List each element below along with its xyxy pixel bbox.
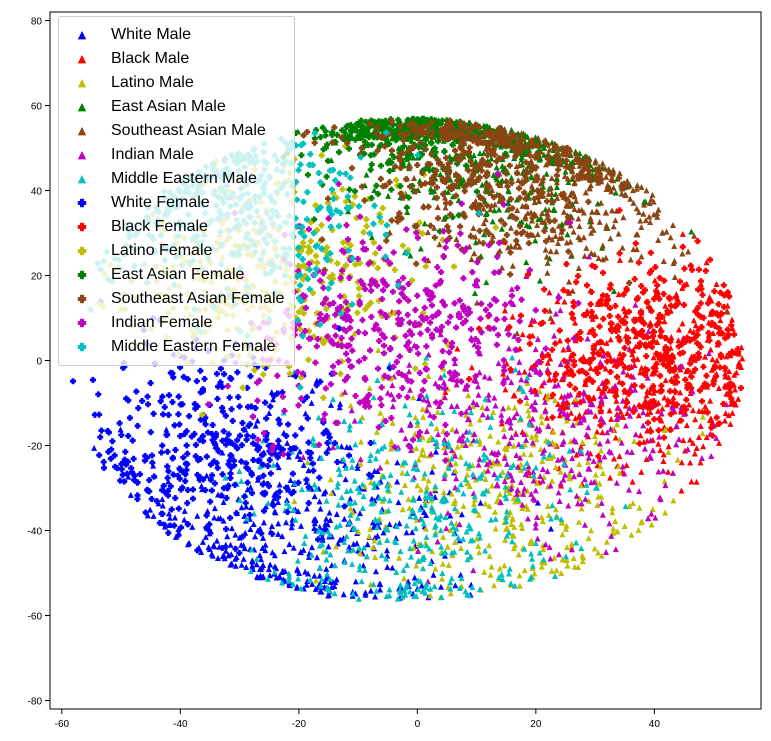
triangle-icon xyxy=(65,121,99,141)
legend-item: Latino Female xyxy=(65,239,284,263)
legend-label: Southeast Asian Male xyxy=(99,122,266,140)
legend-label: Indian Female xyxy=(99,314,212,332)
legend-item: White Male xyxy=(65,23,284,47)
y-tick-label: 20 xyxy=(31,272,43,283)
y-tick-label: -60 xyxy=(28,612,43,623)
legend-item: Southeast Asian Male xyxy=(65,119,284,143)
plus-icon xyxy=(65,193,99,213)
legend-item: Southeast Asian Female xyxy=(65,287,284,311)
x-tick-label: 40 xyxy=(649,719,661,730)
legend-label: East Asian Male xyxy=(99,98,226,116)
triangle-icon xyxy=(65,169,99,189)
x-tick-label: 0 xyxy=(415,719,421,730)
legend-label: Southeast Asian Female xyxy=(99,290,284,308)
legend-label: Black Female xyxy=(99,218,208,236)
chart-container: -60 -40 -20 0 20 40 -80 -60 -40 -20 0 20 40 60 80 Whit… xyxy=(0,0,771,741)
triangle-icon xyxy=(65,25,99,45)
legend-label: Black Male xyxy=(99,50,189,68)
legend-label: Middle Eastern Male xyxy=(99,170,257,188)
x-tick-label: -20 xyxy=(292,719,307,730)
y-tick-label: -80 xyxy=(28,697,43,708)
x-tick-label: -40 xyxy=(173,719,188,730)
plus-icon xyxy=(65,265,99,285)
y-tick-label: 60 xyxy=(31,102,43,113)
triangle-icon xyxy=(65,145,99,165)
y-tick-label: 0 xyxy=(36,357,42,368)
plus-icon xyxy=(65,241,99,261)
legend-item: Indian Female xyxy=(65,311,284,335)
x-tick-label: -60 xyxy=(55,719,70,730)
legend-item: Black Male xyxy=(65,47,284,71)
legend: White Male Black Male Latino Male East Asia… xyxy=(58,16,295,366)
x-tick-label: 20 xyxy=(530,719,542,730)
legend-item: White Female xyxy=(65,191,284,215)
plus-icon xyxy=(65,313,99,333)
legend-label: White Female xyxy=(99,194,210,212)
triangle-icon xyxy=(65,49,99,69)
legend-item: Middle Eastern Female xyxy=(65,335,284,359)
legend-item: Black Female xyxy=(65,215,284,239)
plus-icon xyxy=(65,217,99,237)
legend-item: East Asian Female xyxy=(65,263,284,287)
legend-item: East Asian Male xyxy=(65,95,284,119)
triangle-icon xyxy=(65,73,99,93)
legend-label: Middle Eastern Female xyxy=(99,338,276,356)
legend-item: Middle Eastern Male xyxy=(65,167,284,191)
plus-icon xyxy=(65,289,99,309)
plus-icon xyxy=(65,337,99,357)
y-tick-label: -20 xyxy=(28,442,43,453)
legend-label: East Asian Female xyxy=(99,266,244,284)
legend-label: Latino Male xyxy=(99,74,194,92)
legend-label: Latino Female xyxy=(99,242,212,260)
legend-item: Latino Male xyxy=(65,71,284,95)
legend-label: White Male xyxy=(99,26,191,44)
legend-label: Indian Male xyxy=(99,146,194,164)
y-tick-label: 40 xyxy=(31,187,43,198)
triangle-icon xyxy=(65,97,99,117)
legend-item: Indian Male xyxy=(65,143,284,167)
y-tick-label: 80 xyxy=(31,17,43,28)
y-tick-label: -40 xyxy=(28,527,43,538)
